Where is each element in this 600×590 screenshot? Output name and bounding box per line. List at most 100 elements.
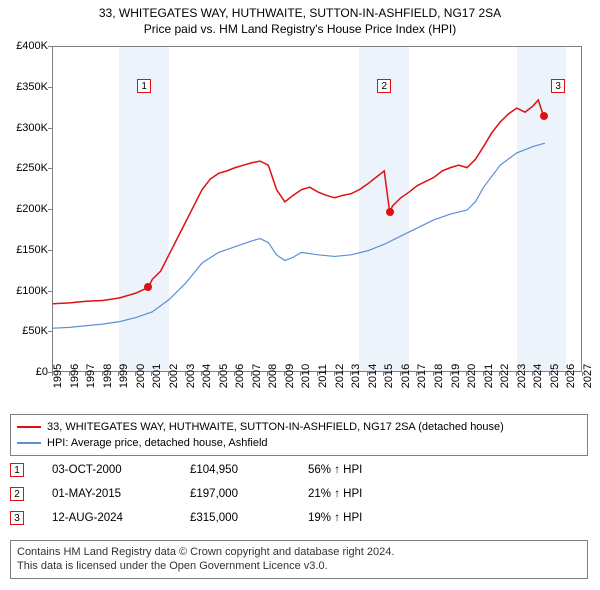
x-axis-tick bbox=[532, 372, 533, 376]
x-axis-label: 2008 bbox=[267, 364, 279, 388]
sale-marker-label: 3 bbox=[551, 79, 565, 93]
x-axis-label: 2014 bbox=[367, 364, 379, 388]
series-property bbox=[53, 100, 544, 304]
x-axis-tick bbox=[582, 372, 583, 376]
x-axis-label: 2023 bbox=[516, 364, 528, 388]
legend-row: 33, WHITEGATES WAY, HUTHWAITE, SUTTON-IN… bbox=[17, 419, 581, 435]
x-axis-label: 2017 bbox=[416, 364, 428, 388]
y-axis-tick bbox=[48, 87, 52, 88]
x-axis-tick bbox=[151, 372, 152, 376]
x-axis-label: 2010 bbox=[300, 364, 312, 388]
legend-swatch bbox=[17, 442, 41, 444]
x-axis-tick bbox=[416, 372, 417, 376]
x-axis-label: 2019 bbox=[450, 364, 462, 388]
x-axis-tick bbox=[350, 372, 351, 376]
x-axis-tick bbox=[383, 372, 384, 376]
x-axis-label: 2003 bbox=[185, 364, 197, 388]
y-axis-label: £300K bbox=[16, 122, 48, 134]
sale-row: 1 03-OCT-2000 £104,950 56% ↑ HPI bbox=[10, 458, 588, 482]
y-axis-label: £100K bbox=[16, 285, 48, 297]
sale-number-box: 3 bbox=[10, 511, 24, 525]
x-axis-label: 2004 bbox=[201, 364, 213, 388]
y-axis-tick bbox=[48, 168, 52, 169]
x-axis-label: 2025 bbox=[549, 364, 561, 388]
x-axis-label: 2007 bbox=[251, 364, 263, 388]
y-axis-label: £50K bbox=[22, 325, 48, 337]
x-axis-tick bbox=[516, 372, 517, 376]
x-axis-label: 2002 bbox=[168, 364, 180, 388]
y-axis-tick bbox=[48, 291, 52, 292]
sale-marker-dot bbox=[386, 208, 394, 216]
y-axis-label: £350K bbox=[16, 81, 48, 93]
x-axis-tick bbox=[300, 372, 301, 376]
x-axis-tick bbox=[135, 372, 136, 376]
x-axis-tick bbox=[433, 372, 434, 376]
y-axis-label: £150K bbox=[16, 244, 48, 256]
chart-svg bbox=[53, 47, 581, 371]
sale-number-box: 2 bbox=[10, 487, 24, 501]
legend-label: 33, WHITEGATES WAY, HUTHWAITE, SUTTON-IN… bbox=[47, 421, 504, 433]
x-axis-tick bbox=[400, 372, 401, 376]
sale-marker-label: 1 bbox=[137, 79, 151, 93]
x-axis-label: 2009 bbox=[284, 364, 296, 388]
title-line2: Price paid vs. HM Land Registry's House … bbox=[0, 22, 600, 36]
x-axis-label: 2016 bbox=[400, 364, 412, 388]
y-axis-tick bbox=[48, 128, 52, 129]
x-axis-tick bbox=[499, 372, 500, 376]
x-axis-tick bbox=[565, 372, 566, 376]
x-axis-label: 2006 bbox=[234, 364, 246, 388]
x-axis-label: 1998 bbox=[102, 364, 114, 388]
x-axis-label: 2013 bbox=[350, 364, 362, 388]
sale-number-box: 1 bbox=[10, 463, 24, 477]
x-axis-label: 1999 bbox=[118, 364, 130, 388]
x-axis-label: 2001 bbox=[151, 364, 163, 388]
sale-price: £315,000 bbox=[190, 512, 280, 524]
x-axis-label: 1995 bbox=[52, 364, 64, 388]
x-axis-label: 2005 bbox=[218, 364, 230, 388]
x-axis-label: 2026 bbox=[565, 364, 577, 388]
footer-line1: Contains HM Land Registry data © Crown c… bbox=[17, 545, 581, 559]
x-axis-tick bbox=[69, 372, 70, 376]
y-axis-label: £400K bbox=[16, 40, 48, 52]
x-axis-tick bbox=[85, 372, 86, 376]
x-axis-label: 2018 bbox=[433, 364, 445, 388]
x-axis-tick bbox=[251, 372, 252, 376]
x-axis-tick bbox=[317, 372, 318, 376]
x-axis-label: 1996 bbox=[69, 364, 81, 388]
sale-pct-vs-hpi: 56% ↑ HPI bbox=[308, 464, 408, 476]
sale-marker-dot bbox=[144, 283, 152, 291]
x-axis-label: 2011 bbox=[317, 364, 329, 388]
sales-table: 103-OCT-2000£104,95056% ↑ HPI201-MAY-201… bbox=[10, 458, 588, 530]
x-axis-label: 2024 bbox=[532, 364, 544, 388]
x-axis-tick bbox=[549, 372, 550, 376]
attribution-footer: Contains HM Land Registry data © Crown c… bbox=[10, 540, 588, 579]
sale-date: 03-OCT-2000 bbox=[52, 464, 162, 476]
sale-price: £104,950 bbox=[190, 464, 280, 476]
y-axis-label: £250K bbox=[16, 162, 48, 174]
sale-pct-vs-hpi: 19% ↑ HPI bbox=[308, 512, 408, 524]
sale-row: 201-MAY-2015£197,00021% ↑ HPI bbox=[10, 482, 588, 506]
sale-pct-vs-hpi: 21% ↑ HPI bbox=[308, 488, 408, 500]
legend-label: HPI: Average price, detached house, Ashf… bbox=[47, 437, 268, 449]
sale-price: £197,000 bbox=[190, 488, 280, 500]
x-axis-label: 2021 bbox=[483, 364, 495, 388]
x-axis-tick bbox=[185, 372, 186, 376]
sale-row: 3 12-AUG-2024 £315,000 19% ↑ HPI bbox=[10, 506, 588, 530]
x-axis-label: 2027 bbox=[582, 364, 594, 388]
y-axis-label: £200K bbox=[16, 203, 48, 215]
x-axis-label: 2015 bbox=[383, 364, 395, 388]
x-axis-tick bbox=[450, 372, 451, 376]
chart-title: 33, WHITEGATES WAY, HUTHWAITE, SUTTON-IN… bbox=[0, 0, 600, 36]
title-line1: 33, WHITEGATES WAY, HUTHWAITE, SUTTON-IN… bbox=[0, 6, 600, 20]
y-axis-tick bbox=[48, 331, 52, 332]
x-axis-label: 2000 bbox=[135, 364, 147, 388]
x-axis-tick bbox=[234, 372, 235, 376]
x-axis-label: 2022 bbox=[499, 364, 511, 388]
sale-marker-dot bbox=[540, 112, 548, 120]
sale-date: 12-AUG-2024 bbox=[52, 512, 162, 524]
y-axis-tick bbox=[48, 46, 52, 47]
x-axis-tick bbox=[483, 372, 484, 376]
x-axis-tick bbox=[334, 372, 335, 376]
x-axis-label: 2020 bbox=[466, 364, 478, 388]
series-hpi bbox=[53, 143, 545, 328]
